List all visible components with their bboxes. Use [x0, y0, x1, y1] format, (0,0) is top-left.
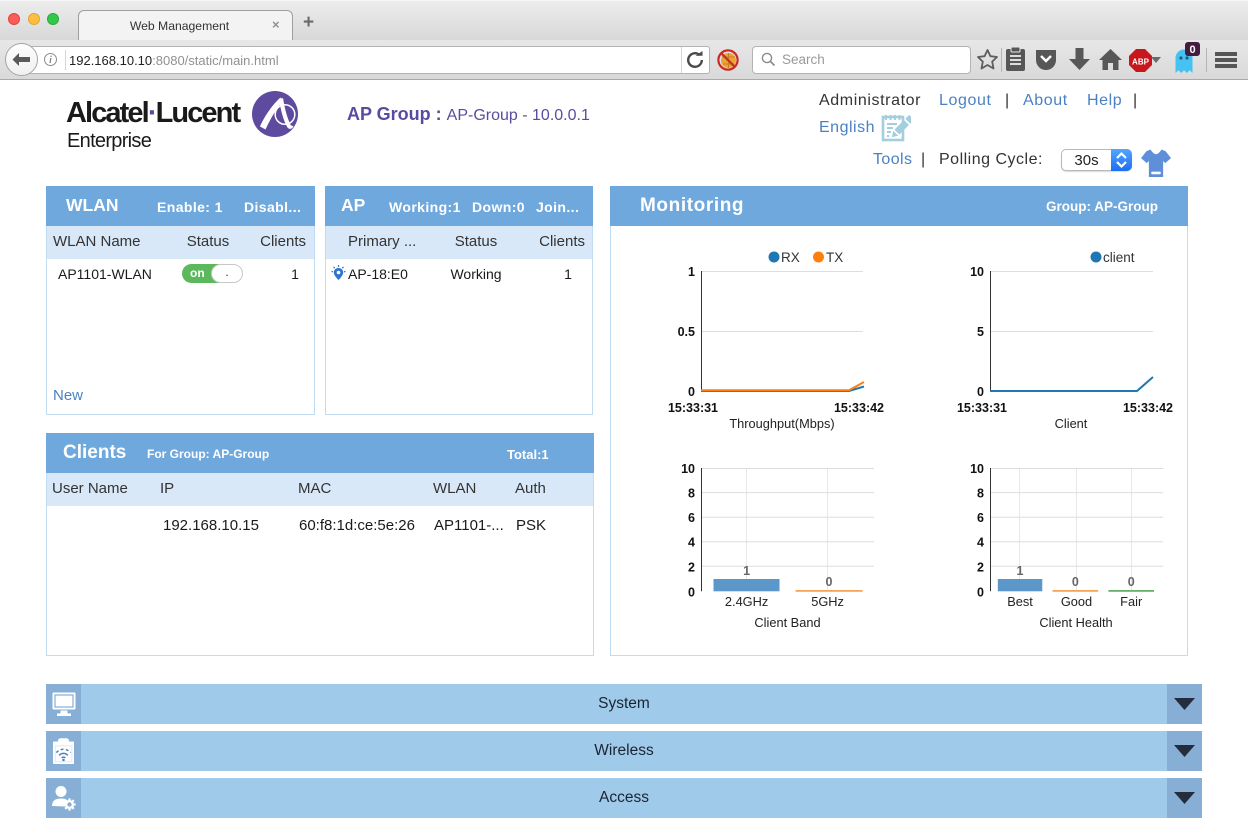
svg-text:4: 4: [977, 536, 984, 550]
svg-text:15:33:31: 15:33:31: [957, 401, 1007, 415]
svg-text:4: 4: [688, 536, 695, 550]
svg-text:Client Band: Client Band: [754, 615, 820, 630]
svg-text:6: 6: [977, 511, 984, 525]
svg-text:0.5: 0.5: [678, 325, 695, 339]
svg-text:Best: Best: [1007, 594, 1033, 609]
svg-text:5: 5: [977, 325, 984, 339]
svg-text:0: 0: [688, 585, 695, 599]
svg-text:2: 2: [977, 560, 984, 574]
svg-text:0: 0: [1128, 575, 1135, 589]
svg-text:10: 10: [970, 265, 984, 279]
svg-text:0: 0: [826, 575, 833, 589]
svg-text:10: 10: [681, 462, 695, 476]
svg-text:1: 1: [688, 265, 695, 279]
svg-text:0: 0: [977, 585, 984, 599]
svg-text:5GHz: 5GHz: [811, 594, 844, 609]
svg-text:Client Health: Client Health: [1039, 615, 1112, 630]
svg-text:1: 1: [743, 564, 750, 578]
svg-text:1: 1: [1017, 564, 1024, 578]
svg-text:ABP: ABP: [1132, 57, 1150, 66]
svg-text:8: 8: [688, 487, 695, 501]
svg-text:client: client: [1103, 250, 1135, 265]
svg-text:Client: Client: [1055, 416, 1088, 431]
svg-text:2: 2: [688, 560, 695, 574]
svg-text:0: 0: [1072, 575, 1079, 589]
svg-text:0: 0: [688, 385, 695, 399]
svg-text:6: 6: [688, 511, 695, 525]
svg-text:10: 10: [970, 462, 984, 476]
svg-text:Fair: Fair: [1120, 594, 1143, 609]
svg-text:Throughput(Mbps): Throughput(Mbps): [729, 416, 834, 431]
svg-text:15:33:31: 15:33:31: [668, 401, 718, 415]
svg-text:Good: Good: [1061, 594, 1092, 609]
svg-text:TX: TX: [826, 250, 843, 265]
svg-text:15:33:42: 15:33:42: [834, 401, 884, 415]
svg-text:15:33:42: 15:33:42: [1123, 401, 1173, 415]
svg-text:RX: RX: [781, 250, 800, 265]
svg-text:2.4GHz: 2.4GHz: [725, 594, 768, 609]
svg-text:8: 8: [977, 487, 984, 501]
svg-text:0: 0: [977, 385, 984, 399]
svg-text:0: 0: [1189, 44, 1195, 56]
